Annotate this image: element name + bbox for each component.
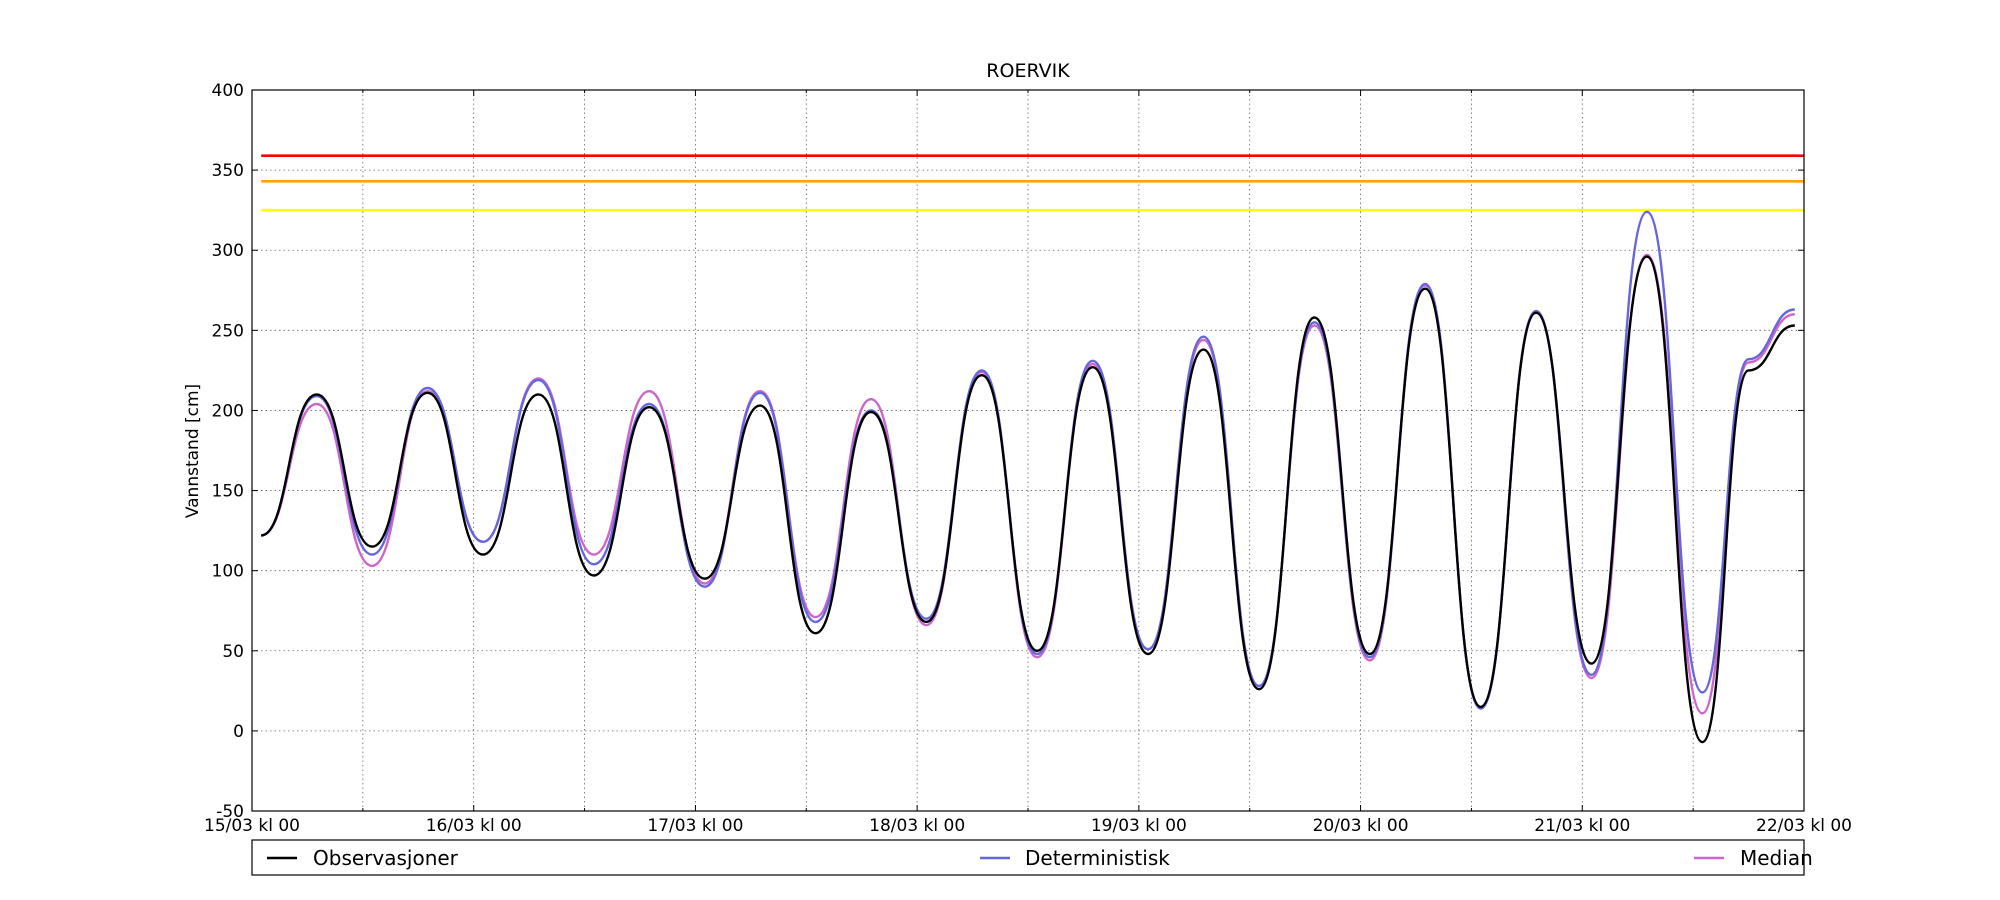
threshold-lines: [261, 154, 1804, 212]
y-tick-label: 150: [212, 482, 244, 502]
legend: Observasjoner Deterministisk Median: [267, 846, 1813, 870]
x-tick-label: 18/03 kl 00: [869, 816, 965, 836]
y-tick-label: -50: [216, 802, 244, 822]
y-tick-label: 100: [212, 562, 244, 582]
x-tick-label: 19/03 kl 00: [1091, 816, 1187, 836]
y-tick-label: 200: [212, 401, 244, 421]
axis-ticks: -50 0 50 100 150 200 250 300 350 400 15/03 kl 00 16…: [204, 81, 1852, 836]
x-tick-label: 16/03 kl 00: [426, 816, 522, 836]
chart-title: ROERVIK: [986, 60, 1070, 82]
x-tick-label: 22/03 kl 00: [1756, 816, 1852, 836]
grid-lines: [252, 90, 1804, 811]
y-tick-label: 0: [233, 722, 244, 742]
x-tick-label: 17/03 kl 00: [647, 816, 743, 836]
legend-label: Median: [1740, 846, 1813, 870]
legend-box: [251, 839, 1805, 876]
x-tick-label: 21/03 kl 00: [1534, 816, 1630, 836]
y-tick-label: 300: [212, 241, 244, 261]
x-tick-label: 20/03 kl 00: [1313, 816, 1409, 836]
data-series: [260, 210, 1795, 744]
y-axis-label: Vannstand [cm]: [183, 384, 203, 518]
series-line-observasjoner: [260, 255, 1795, 744]
legend-label: Deterministisk: [1025, 846, 1170, 870]
y-tick-label: 250: [212, 321, 244, 341]
legend-label: Observasjoner: [313, 846, 459, 870]
y-tick-label: 400: [212, 81, 244, 101]
y-tick-label: 350: [212, 161, 244, 181]
x-tick-label: 15/03 kl 00: [204, 816, 300, 836]
y-tick-label: 50: [222, 642, 244, 662]
